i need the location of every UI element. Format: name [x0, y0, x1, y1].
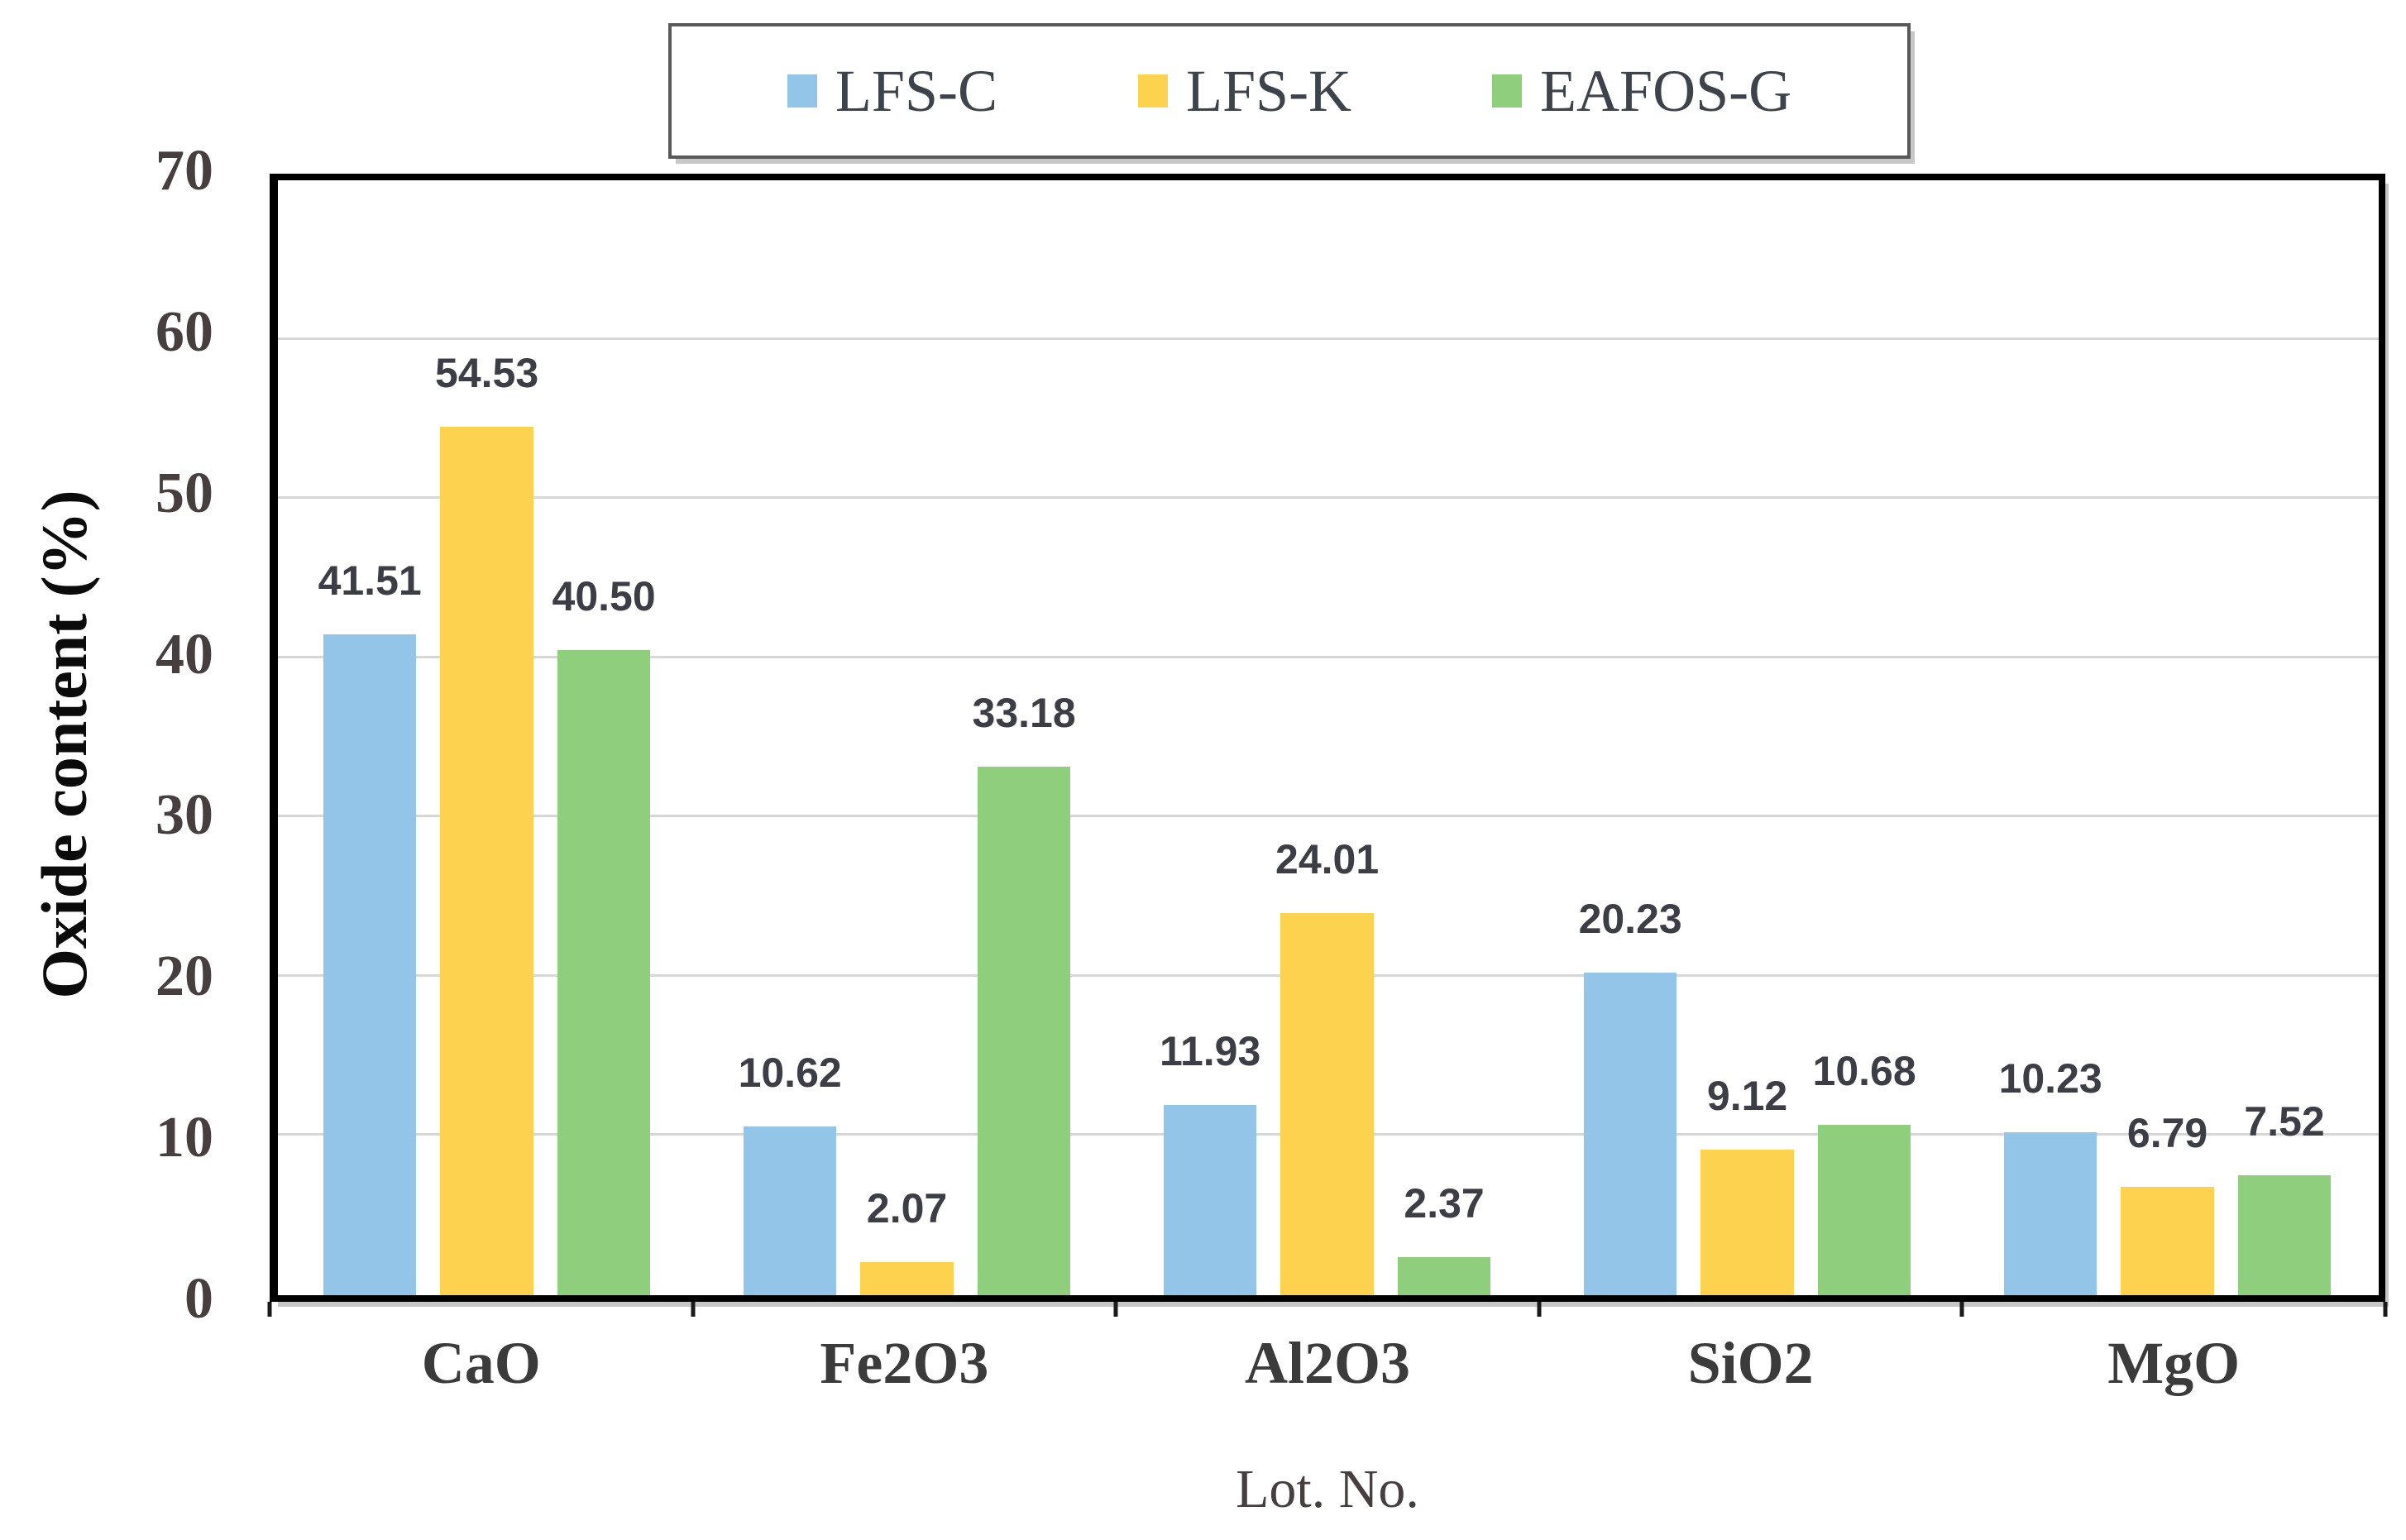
bar [323, 634, 417, 1295]
bar [2237, 1175, 2332, 1295]
x-axis-tick [2383, 1302, 2388, 1317]
bar-group: 11.93 24.01 2.37 [1118, 180, 1538, 1295]
y-tick-label: 0 [184, 1267, 213, 1331]
legend-item: LFS-C [787, 61, 997, 121]
legend-item: EAFOS-G [1492, 61, 1791, 121]
bar-value-label: 40.50 [552, 573, 656, 620]
bar-value-label: 7.52 [2244, 1098, 2325, 1145]
bar-value-label: 33.18 [972, 690, 1076, 737]
bar-value-label: 10.62 [738, 1049, 842, 1096]
plot-area: 41.51 54.53 40.50 10.62 2.07 33.18 11.93 24.01 2… [270, 174, 2385, 1302]
x-axis-tick [691, 1302, 696, 1317]
bar-value-label: 10.23 [1998, 1055, 2102, 1102]
y-tick-label: 60 [155, 299, 213, 364]
legend: LFS-C LFS-K EAFOS-G [668, 23, 1911, 159]
gridline [278, 496, 2379, 500]
y-tick-label: 50 [155, 461, 213, 525]
gridline [278, 337, 2379, 340]
bar [743, 1126, 837, 1295]
bar [1700, 1150, 1794, 1295]
x-category-label: Fe2O3 [820, 1330, 989, 1396]
x-category-label: Al2O3 [1244, 1330, 1411, 1396]
bar [557, 650, 651, 1295]
bar-value-label: 20.23 [1578, 896, 1682, 943]
bar-group: 10.23 6.79 7.52 [1959, 180, 2379, 1295]
x-axis-category-labels: CaO Fe2O3 Al2O3 SiO2 MgO [270, 1333, 2385, 1408]
bar-value-label: 6.79 [2126, 1110, 2208, 1157]
bar [2003, 1132, 2097, 1295]
bar-group: 41.51 54.53 40.50 [278, 180, 698, 1295]
bar-value-label: 2.07 [866, 1185, 948, 1232]
bar [2121, 1187, 2214, 1295]
y-tick-label: 10 [155, 1106, 213, 1170]
bar-value-label: 2.37 [1404, 1180, 1485, 1227]
bar [1163, 1105, 1257, 1295]
legend-label: LFS-K [1186, 58, 1352, 124]
x-category-label: SiO2 [1687, 1330, 1814, 1396]
x-axis-tick-marks [267, 1302, 2388, 1320]
bar [977, 767, 1071, 1295]
bar-value-label: 24.01 [1275, 835, 1380, 882]
bar [860, 1262, 954, 1295]
bar-value-label: 41.51 [318, 557, 422, 604]
legend-swatch-lfs-k [1138, 74, 1168, 108]
y-tick-label: 40 [155, 622, 213, 686]
legend-label: LFS-C [835, 58, 997, 124]
y-axis-tick-labels: 0 10 20 30 40 50 60 70 [31, 142, 213, 1328]
x-axis-tick [1959, 1302, 1964, 1317]
bar-value-label: 54.53 [435, 349, 539, 396]
x-axis-tick [1537, 1302, 1542, 1317]
gridline [278, 815, 2379, 818]
gridline [278, 655, 2379, 658]
bar-group: 10.62 2.07 33.18 [698, 180, 1118, 1295]
x-axis-title: Lot. No. [1236, 1459, 1419, 1519]
bar [440, 426, 533, 1295]
bar-group: 20.23 9.12 10.68 [1538, 180, 1959, 1295]
bar [1397, 1257, 1491, 1295]
x-category-label: CaO [421, 1330, 541, 1396]
bar-value-label: 11.93 [1159, 1028, 1261, 1075]
legend-swatch-lfs-c [787, 74, 817, 108]
legend-label: EAFOS-G [1540, 58, 1792, 124]
bar [1280, 912, 1374, 1295]
bar [1817, 1125, 1911, 1295]
y-tick-label: 70 [155, 139, 213, 203]
legend-item: LFS-K [1138, 61, 1351, 121]
bar-value-label: 9.12 [1706, 1073, 1788, 1120]
y-tick-label: 20 [155, 945, 213, 1009]
legend-swatch-eafos-g [1492, 74, 1523, 108]
x-axis-tick [1113, 1302, 1118, 1317]
bar-value-label: 10.68 [1812, 1048, 1916, 1095]
x-axis-tick [267, 1302, 272, 1317]
x-category-label: MgO [2107, 1330, 2241, 1396]
y-tick-label: 30 [155, 783, 213, 848]
bar [1583, 973, 1677, 1295]
